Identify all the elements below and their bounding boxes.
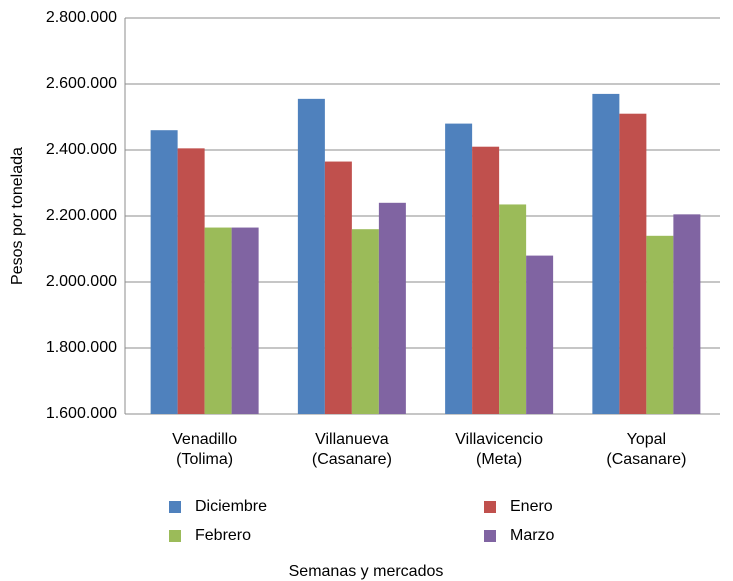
legend-label: Marzo <box>510 527 555 544</box>
bar <box>472 146 500 414</box>
y-tick-label: 2.600.000 <box>46 75 117 92</box>
bar <box>351 229 379 414</box>
bar <box>204 227 232 414</box>
bar <box>646 235 674 414</box>
bar <box>592 93 620 415</box>
y-tick-label: 1.800.000 <box>46 339 117 356</box>
legend-label: Enero <box>510 498 553 515</box>
x-tick-label: Yopal (Casanare) <box>606 431 686 468</box>
legend-swatch <box>484 501 496 513</box>
x-tick-label: Venadillo (Tolima) <box>172 431 237 468</box>
bar <box>297 98 325 414</box>
bar <box>231 227 259 414</box>
y-tick-label: 2.400.000 <box>46 141 117 158</box>
bar <box>150 130 178 414</box>
bar <box>526 255 554 414</box>
legend-swatch <box>169 530 181 542</box>
bar <box>324 161 352 414</box>
legend-label: Diciembre <box>195 498 267 515</box>
bar <box>445 123 473 414</box>
y-tick-label: 1.600.000 <box>46 405 117 422</box>
x-tick-label: Villavicencio (Meta) <box>455 431 543 468</box>
x-axis-title: Semanas y mercados <box>289 563 444 580</box>
legend-label: Febrero <box>195 527 251 544</box>
y-tick-label: 2.800.000 <box>46 9 117 26</box>
y-tick-label: 2.000.000 <box>46 273 117 290</box>
bar <box>619 113 647 414</box>
bar <box>673 214 701 414</box>
legend-swatch <box>169 501 181 513</box>
y-tick-label: 2.200.000 <box>46 207 117 224</box>
legend-swatch <box>484 530 496 542</box>
bar <box>378 202 406 414</box>
bar <box>499 204 527 414</box>
x-tick-label: Villanueva (Casanare) <box>312 431 392 468</box>
bar <box>177 148 205 414</box>
y-axis-title: Pesos por tonelada <box>9 147 26 285</box>
